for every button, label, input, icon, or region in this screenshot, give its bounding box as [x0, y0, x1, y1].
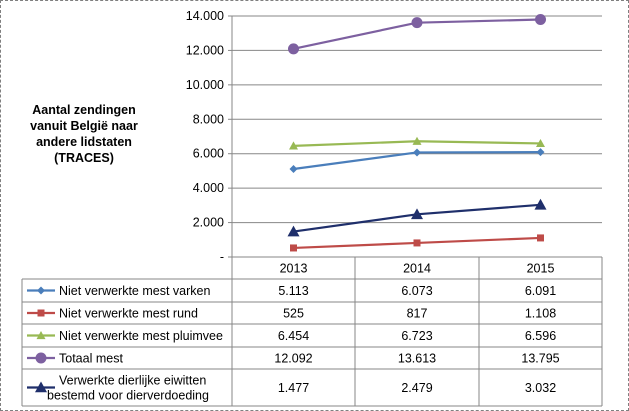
- legend-label: Niet verwerkte mest varken: [59, 284, 210, 298]
- data-label: 1.108: [525, 307, 556, 321]
- data-point: [411, 208, 423, 220]
- legend-key-marker: [35, 381, 47, 393]
- legend-label: Verwerkte dierlijke eiwitten: [59, 374, 206, 388]
- legend-label: Niet verwerkte mest pluimvee: [59, 329, 223, 343]
- y-tick-label: 10.000: [186, 78, 224, 92]
- category-label: 2015: [527, 262, 555, 276]
- data-label: 6.596: [525, 329, 556, 343]
- legend-label: Totaal mest: [59, 352, 123, 366]
- legend-key-marker: [35, 352, 47, 364]
- y-axis-label-line-2: vanuit België naar: [30, 119, 138, 133]
- legend-key-marker: [37, 309, 45, 317]
- data-label: 13.613: [398, 352, 436, 366]
- data-point: [413, 239, 421, 247]
- y-tick-label: 2.000: [193, 216, 224, 230]
- y-axis-label-line-1: Aantal zendingen: [32, 103, 136, 117]
- data-point: [535, 14, 546, 26]
- data-label: 1.477: [278, 381, 309, 395]
- data-point: [413, 148, 421, 157]
- y-tick-label: 12.000: [186, 43, 224, 57]
- data-point: [289, 141, 298, 150]
- data-point: [412, 136, 422, 145]
- data-label: 13.795: [521, 352, 559, 366]
- category-label: 2014: [403, 262, 431, 276]
- data-label: 5.113: [278, 284, 308, 298]
- data-label: 525: [283, 307, 304, 321]
- data-point: [534, 198, 547, 210]
- y-axis-label-line-3: andere lidstaten: [36, 135, 132, 149]
- category-label: 2013: [280, 262, 308, 276]
- y-tick-label: 8.000: [193, 112, 224, 126]
- legend-label: bestemd voor dierverdoeding: [47, 389, 209, 403]
- y-axis-label-line-4: (TRACES): [54, 151, 114, 165]
- data-label: 817: [407, 307, 428, 321]
- legend-key-marker: [36, 331, 46, 340]
- data-point: [537, 234, 544, 242]
- y-tick-label: 4.000: [193, 181, 224, 195]
- legend-key-marker: [37, 286, 45, 295]
- y-axis-label: Aantal zendingen vanuit België naar ande…: [10, 102, 158, 166]
- data-point: [290, 244, 297, 252]
- data-label: 2.479: [401, 381, 432, 395]
- y-tick-label: -: [220, 250, 224, 264]
- legend-label: Niet verwerkte mest rund: [59, 307, 198, 321]
- data-point: [287, 225, 300, 237]
- data-point: [288, 43, 299, 55]
- data-point: [536, 148, 545, 157]
- data-label: 6.073: [401, 284, 432, 298]
- data-label: 12.092: [274, 352, 312, 366]
- y-tick-label: 6.000: [193, 147, 224, 161]
- data-label: 6.454: [278, 329, 309, 343]
- data-label: 6.091: [525, 284, 556, 298]
- data-point: [289, 164, 298, 173]
- y-tick-label: 14.000: [186, 9, 224, 23]
- data-point: [411, 17, 423, 29]
- data-point: [536, 138, 545, 148]
- data-label: 3.032: [525, 381, 556, 395]
- data-label: 6.723: [401, 329, 432, 343]
